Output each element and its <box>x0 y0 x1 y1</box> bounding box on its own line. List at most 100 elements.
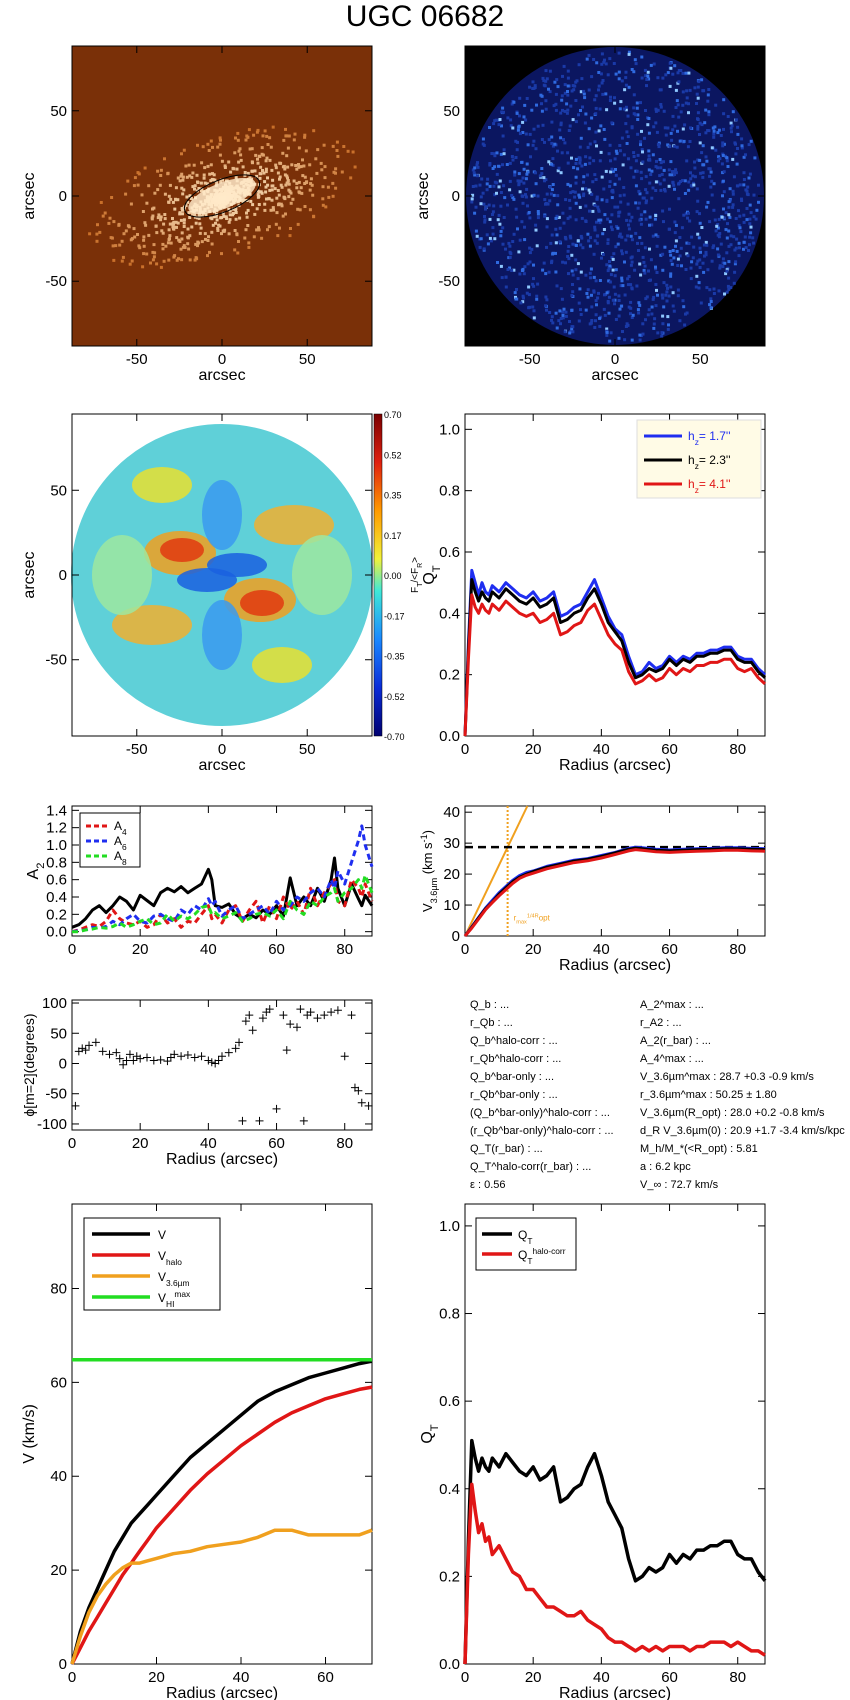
residual-pixel <box>747 249 750 252</box>
residual-pixel <box>495 151 499 155</box>
image-pixel <box>187 211 191 215</box>
residual-pixel <box>550 315 554 319</box>
residual-pixel <box>613 274 617 278</box>
residual-pixel <box>730 124 734 128</box>
residual-pixel <box>579 270 583 274</box>
y-tick-label: 100 <box>42 995 67 1012</box>
image-pixel <box>269 145 273 149</box>
y-axis-label: QT <box>419 1424 441 1443</box>
residual-pixel <box>673 220 677 224</box>
residual-pixel <box>654 109 658 113</box>
residual-pixel <box>664 133 668 137</box>
image-pixel <box>163 157 166 161</box>
image-pixel <box>303 182 307 185</box>
residual-pixel <box>644 318 647 322</box>
residual-pixel <box>661 296 665 300</box>
residual-pixel <box>709 170 713 174</box>
image-pixel <box>273 187 277 191</box>
residual-pixel <box>582 92 586 96</box>
image-pixel <box>234 136 237 140</box>
residual-pixel <box>702 243 706 247</box>
image-pixel <box>160 229 164 233</box>
residual-pixel <box>567 129 571 132</box>
residual-pixel <box>569 236 573 240</box>
residual-pixel <box>600 175 604 179</box>
residual-pixel <box>705 286 709 290</box>
image-pixel <box>159 168 163 172</box>
residual-pixel <box>524 177 528 181</box>
image-pixel <box>186 242 190 246</box>
image-pixel <box>180 237 184 241</box>
page-title: UGC 06682 <box>345 0 505 33</box>
residual-pixel <box>492 122 496 126</box>
image-pixel <box>298 208 302 212</box>
image-pixel <box>129 202 133 206</box>
image-pixel <box>248 176 252 180</box>
residual-pixel <box>671 72 675 76</box>
residual-pixel <box>588 156 592 160</box>
image-pixel <box>159 174 163 177</box>
image-pixel <box>192 163 196 167</box>
image-pixel <box>255 174 259 178</box>
residual-pixel <box>529 155 532 159</box>
residual-pixel <box>521 294 525 298</box>
residual-pixel <box>566 90 569 93</box>
residual-pixel <box>470 200 474 204</box>
residual-pixel <box>534 182 538 186</box>
image-pixel <box>251 203 255 207</box>
x-tick-label: -50 <box>126 351 148 368</box>
residual-pixel <box>540 167 544 170</box>
image-pixel <box>193 184 197 188</box>
phase-point <box>183 1051 192 1060</box>
residual-pixel <box>698 266 702 269</box>
residual-pixel <box>515 111 519 115</box>
residual-pixel <box>691 181 695 185</box>
residual-pixel <box>687 102 690 106</box>
residual-pixel <box>508 244 512 248</box>
residual-pixel <box>471 193 475 197</box>
residual-pixel <box>550 141 554 145</box>
residual-pixel <box>658 174 662 178</box>
residual-pixel <box>666 143 670 147</box>
residual-pixel <box>624 105 628 109</box>
residual-pixel <box>525 97 529 100</box>
residual-pixel <box>647 279 651 282</box>
residual-pixel <box>639 143 642 147</box>
residual-pixel <box>639 101 642 105</box>
residual-pixel <box>661 314 665 318</box>
residual-pixel <box>556 85 560 89</box>
residual-pixel <box>499 229 503 233</box>
residual-pixel <box>508 255 512 259</box>
residual-pixel <box>673 231 677 235</box>
residual-pixel <box>561 310 565 314</box>
residual-pixel <box>688 219 692 223</box>
residual-pixel <box>661 209 665 213</box>
residual-pixel <box>603 313 607 317</box>
image-pixel <box>297 163 300 166</box>
residual-pixel <box>638 338 642 342</box>
residual-pixel <box>488 162 492 165</box>
residual-pixel <box>664 293 668 297</box>
residual-pixel <box>479 195 483 199</box>
residual-pixel <box>558 240 562 244</box>
image-pixel <box>180 152 183 156</box>
residual-pixel <box>620 279 624 283</box>
residual-pixel <box>552 193 556 197</box>
image-pixel <box>166 241 170 245</box>
residual-pixel <box>618 149 622 153</box>
image-pixel <box>253 169 257 173</box>
residual-pixel <box>646 70 650 74</box>
image-pixel <box>279 183 283 187</box>
image-pixel <box>181 212 184 216</box>
image-pixel <box>234 217 238 221</box>
info-left-line: (r_Qb^bar-only)^halo-corr : ... <box>470 1125 614 1137</box>
image-pixel <box>278 177 281 181</box>
residual-pixel <box>589 236 592 240</box>
residual-pixel <box>721 154 725 157</box>
residual-pixel <box>561 211 565 215</box>
phase-point <box>112 1048 121 1057</box>
residual-pixel <box>594 94 598 98</box>
x-tick-label: 80 <box>336 941 353 958</box>
residual-pixel <box>566 216 570 220</box>
